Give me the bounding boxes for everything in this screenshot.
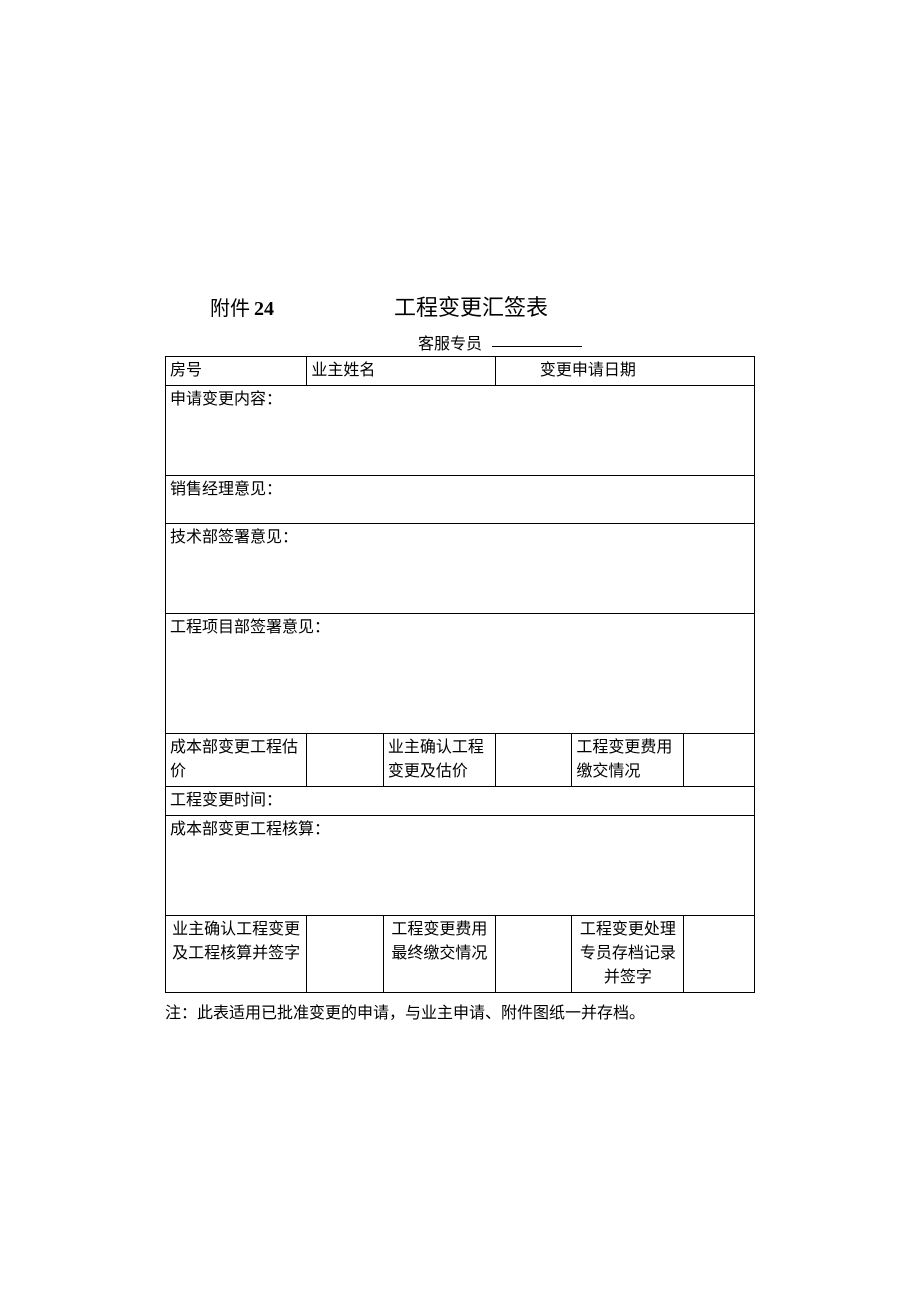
row-final-sign: 业主确认工程变更及工程核算并签字 工程变更费用最终缴交情况 工程变更处理专员存档… <box>166 916 755 993</box>
staff-row: 客服专员 <box>165 330 755 354</box>
cost-calc-cell: 成本部变更工程核算： <box>166 816 755 916</box>
row-cost-estimate: 成本部变更工程估价 业主确认工程变更及估价 工程变更费用缴交情况 <box>166 734 755 787</box>
title-row: 附件 24 工程变更汇签表 <box>165 290 755 322</box>
change-content-cell: 申请变更内容： <box>166 386 755 476</box>
tech-opinion-cell: 技术部签署意见： <box>166 524 755 614</box>
final-fee-label: 工程变更费用最终缴交情况 <box>383 916 495 993</box>
row-cost-calc: 成本部变更工程核算： <box>166 816 755 916</box>
change-time-cell: 工程变更时间： <box>166 787 755 816</box>
owner-confirm-value <box>495 734 572 787</box>
attachment-number: 24 <box>254 298 274 321</box>
fee-status-label: 工程变更费用缴交情况 <box>572 734 684 787</box>
project-opinion-cell: 工程项目部签署意见： <box>166 614 755 734</box>
fee-status-value <box>684 734 755 787</box>
footnote: 注：此表适用已批准变更的申请，与业主申请、附件图纸一并存档。 <box>165 999 755 1023</box>
owner-sign-value <box>307 916 384 993</box>
owner-sign-label: 业主确认工程变更及工程核算并签字 <box>166 916 307 993</box>
room-label-cell: 房号 <box>166 357 307 386</box>
cost-estimate-value <box>307 734 384 787</box>
attachment-label: 附件 <box>210 292 250 321</box>
staff-label: 客服专员 <box>418 336 482 353</box>
form-table: 房号 业主姓名 变更申请日期 申请变更内容： 销售经理意见： 技术部签署意见： … <box>165 356 755 993</box>
staff-blank-line <box>492 346 582 347</box>
archive-sign-label: 工程变更处理专员存档记录并签字 <box>572 916 684 993</box>
owner-label-cell: 业主姓名 <box>307 357 495 386</box>
final-fee-value <box>495 916 572 993</box>
row-tech-opinion: 技术部签署意见： <box>166 524 755 614</box>
owner-confirm-label: 业主确认工程变更及估价 <box>383 734 495 787</box>
sales-opinion-cell: 销售经理意见： <box>166 476 755 524</box>
main-title: 工程变更汇签表 <box>394 290 548 322</box>
row-sales-opinion: 销售经理意见： <box>166 476 755 524</box>
row-project-opinion: 工程项目部签署意见： <box>166 614 755 734</box>
row-change-content: 申请变更内容： <box>166 386 755 476</box>
row-change-time: 工程变更时间： <box>166 787 755 816</box>
archive-sign-value <box>684 916 755 993</box>
date-label-text: 变更申请日期 <box>500 362 636 379</box>
date-label-cell: 变更申请日期 <box>495 357 754 386</box>
cost-estimate-label: 成本部变更工程估价 <box>166 734 307 787</box>
row-header-info: 房号 业主姓名 变更申请日期 <box>166 357 755 386</box>
